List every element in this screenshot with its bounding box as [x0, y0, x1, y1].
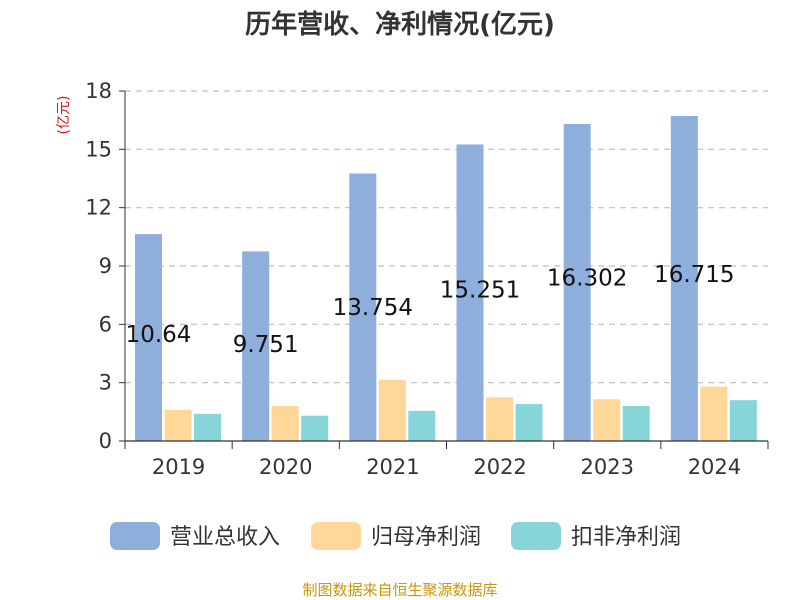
bar-deducted-net-profit-2024 — [729, 400, 757, 441]
legend-label: 扣非净利润 — [571, 525, 681, 550]
y-tick-label: 3 — [99, 371, 112, 395]
bar-net-profit-2022 — [486, 397, 513, 441]
legend-swatch — [511, 522, 561, 550]
x-tick-label: 2022 — [473, 455, 526, 479]
x-tick-label: 2024 — [688, 455, 741, 479]
bar-deducted-net-profit-2019 — [194, 413, 221, 441]
legend-swatch — [311, 522, 361, 550]
data-label-revenue-2022: 15.251 — [440, 277, 520, 303]
data-label-revenue-2019: 10.64 — [126, 322, 192, 348]
x-tick-label: 2019 — [152, 455, 205, 479]
data-label-revenue-2023: 16.302 — [547, 266, 627, 292]
legend: 营业总收入 归母净利润 扣非净利润 — [110, 522, 681, 550]
legend-swatch — [110, 522, 160, 550]
legend-label: 归母净利润 — [371, 525, 481, 550]
y-tick-label: 6 — [99, 312, 112, 336]
x-tick-label: 2023 — [581, 455, 634, 479]
y-axis-unit-label: (亿元) — [56, 96, 72, 135]
bar-deducted-net-profit-2023 — [622, 406, 650, 441]
bar-net-profit-2023 — [593, 399, 621, 441]
bar-revenue-2021 — [349, 173, 377, 442]
y-tick-label: 12 — [85, 196, 112, 220]
bar-deducted-net-profit-2021 — [408, 410, 436, 441]
x-tick-label: 2021 — [366, 455, 419, 479]
legend-label: 营业总收入 — [170, 525, 280, 550]
bar-revenue-2022 — [456, 144, 484, 442]
source-note: 制图数据来自恒生聚源数据库 — [302, 581, 497, 599]
data-label-revenue-2024: 16.715 — [654, 262, 734, 288]
bar-net-profit-2019 — [164, 409, 192, 441]
bar-net-profit-2021 — [378, 379, 406, 441]
bar-revenue-2019 — [135, 234, 162, 441]
bar-deducted-net-profit-2022 — [515, 404, 543, 441]
bar-deducted-net-profit-2020 — [301, 415, 329, 441]
bar-net-profit-2024 — [700, 386, 728, 441]
y-axis: 0 3 6 9 12 15 18 — [85, 79, 126, 453]
y-tick-label: 18 — [85, 79, 112, 103]
bar-revenue-2020 — [242, 251, 270, 441]
x-axis: 2019 2020 2021 2022 2023 2024 — [124, 440, 769, 479]
data-label-revenue-2020: 9.751 — [233, 332, 299, 358]
x-tick-label: 2020 — [259, 455, 312, 479]
grid-lines — [125, 90, 768, 384]
data-labels: 10.64 9.751 13.754 15.251 16.302 16.715 — [126, 262, 735, 358]
y-tick-label: 9 — [99, 254, 112, 278]
chart-title: 历年营收、净利情况(亿元) — [245, 9, 555, 40]
y-tick-label: 0 — [99, 429, 112, 453]
data-label-revenue-2021: 13.754 — [333, 295, 413, 321]
bars — [135, 115, 757, 442]
bar-net-profit-2020 — [271, 406, 299, 441]
bar-revenue-2024 — [670, 115, 698, 441]
y-tick-label: 15 — [85, 137, 112, 161]
bar-revenue-2023 — [563, 124, 591, 442]
